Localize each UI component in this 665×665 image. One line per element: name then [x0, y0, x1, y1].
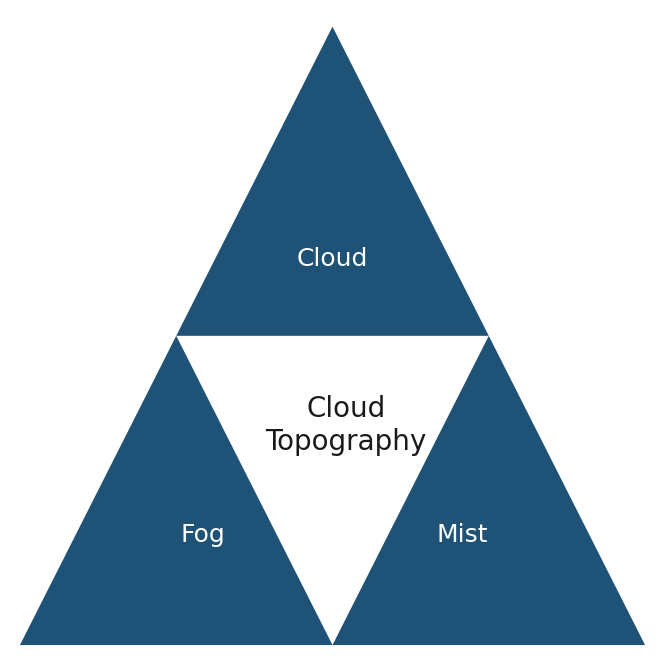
Text: Cloud
Topography: Cloud Topography: [265, 396, 426, 456]
Polygon shape: [20, 336, 332, 645]
Text: Cloud: Cloud: [297, 247, 368, 271]
Text: Mist: Mist: [436, 523, 488, 547]
Text: Fog: Fog: [180, 523, 225, 547]
Polygon shape: [332, 336, 645, 645]
Polygon shape: [176, 27, 489, 336]
